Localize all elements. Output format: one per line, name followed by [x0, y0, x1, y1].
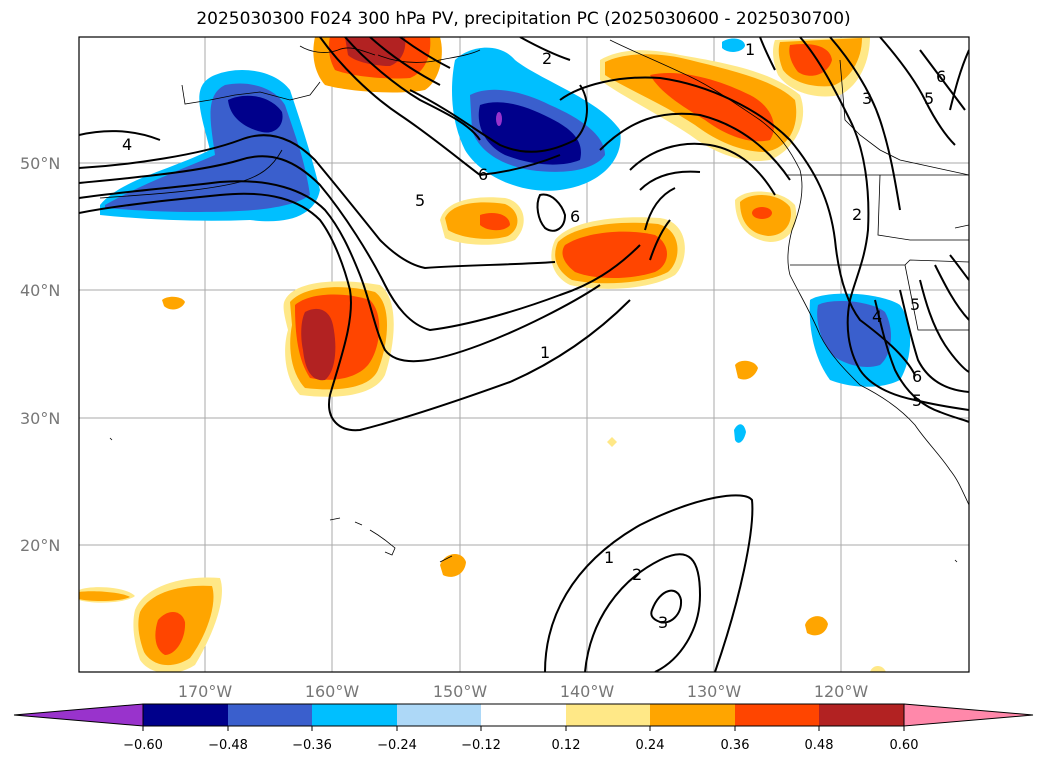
colorbar-tick-label: −0.36 — [292, 738, 332, 753]
contour-label: 5 — [912, 391, 922, 410]
contour-labels: 4 5 6 6 2 1 1 6 5 3 2 4 5 6 5 1 2 3 — [122, 40, 946, 632]
lat-label: 20°N — [20, 536, 60, 555]
lat-label: 40°N — [20, 281, 60, 300]
colorbar-extend-max — [903, 703, 1034, 727]
colorbar-tick-label: 0.24 — [636, 738, 665, 753]
map-frame — [78, 36, 970, 673]
lon-label: 150°W — [433, 682, 488, 701]
lon-label: 120°W — [814, 682, 869, 701]
lon-label: 130°W — [687, 682, 742, 701]
contour-label: 4 — [122, 135, 132, 154]
contour-label: 5 — [924, 89, 934, 108]
colorbar-outline — [142, 703, 905, 727]
colorbar-tick-label: 0.12 — [552, 738, 581, 753]
contour-label: 1 — [745, 40, 755, 59]
colorbar-cell — [566, 704, 650, 726]
colorbar-cell — [143, 704, 228, 726]
contour-label: 6 — [570, 207, 580, 226]
colorbar-tick-label: −0.48 — [208, 738, 248, 753]
contour-label: 6 — [912, 367, 922, 386]
lon-label: 170°W — [178, 682, 233, 701]
colorbar-tick-label: 0.60 — [890, 738, 919, 753]
colorbar-cell — [735, 704, 819, 726]
colorbar-tick-label: −0.60 — [123, 738, 163, 753]
precip-shading — [79, 37, 911, 672]
contour-label: 2 — [632, 565, 642, 584]
latitude-labels: 50°N 40°N 30°N 20°N — [20, 154, 60, 555]
contour-label: 5 — [415, 191, 425, 210]
contour-label: 1 — [604, 548, 614, 567]
lat-label: 50°N — [20, 154, 60, 173]
lon-label: 140°W — [560, 682, 615, 701]
lat-label: 30°N — [20, 409, 60, 428]
colorbar-tick-label: −0.12 — [461, 738, 501, 753]
colorbar-extend-min — [13, 703, 144, 727]
pv-contours — [79, 37, 969, 672]
contour-label: 1 — [540, 343, 550, 362]
colorbar-cell — [481, 704, 566, 726]
contour-label: 3 — [658, 613, 668, 632]
colorbar: −0.60 −0.48 −0.36 −0.24 −0.12 0.12 0.24 … — [13, 703, 1034, 753]
contour-label: 3 — [862, 89, 872, 108]
contour-label: 6 — [478, 165, 488, 184]
coastlines — [99, 39, 969, 563]
contour-label: 2 — [852, 205, 862, 224]
contour-label: 6 — [936, 67, 946, 86]
longitude-labels: 170°W 160°W 150°W 140°W 130°W 120°W — [178, 682, 869, 701]
lon-label: 160°W — [305, 682, 360, 701]
colorbar-cell — [819, 704, 904, 726]
colorbar-tick-label: 0.48 — [805, 738, 834, 753]
colorbar-cell — [312, 704, 397, 726]
contour-label: 5 — [910, 295, 920, 314]
colorbar-cell — [397, 704, 481, 726]
colorbar-cell — [228, 704, 312, 726]
colorbar-cell — [650, 704, 735, 726]
map-title: 2025030300 F024 300 hPa PV, precipitatio… — [196, 9, 851, 29]
colorbar-tick-label: 0.36 — [721, 738, 750, 753]
contour-label: 4 — [872, 307, 882, 326]
colorbar-tick-label: −0.24 — [377, 738, 417, 753]
map-content: 4 5 6 6 2 1 1 6 5 3 2 4 5 6 5 1 2 3 — [79, 37, 969, 672]
contour-label: 2 — [542, 49, 552, 68]
